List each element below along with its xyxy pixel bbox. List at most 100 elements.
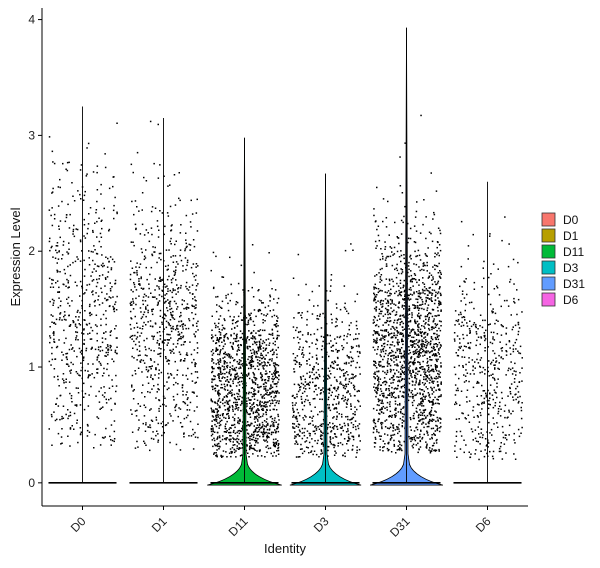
data-point: [191, 391, 194, 393]
data-point: [248, 372, 250, 375]
data-point: [391, 264, 394, 267]
data-point: [376, 392, 378, 395]
data-point: [320, 327, 323, 329]
data-point: [97, 346, 100, 348]
data-point: [163, 233, 165, 236]
data-point: [372, 319, 375, 321]
data-point: [345, 431, 348, 433]
data-point: [352, 376, 354, 379]
data-point: [404, 297, 406, 300]
data-point: [414, 319, 416, 321]
data-point: [433, 327, 435, 329]
data-point: [138, 295, 140, 297]
data-point: [375, 387, 377, 389]
data-point: [396, 236, 398, 238]
data-point: [431, 289, 434, 291]
data-point: [429, 342, 432, 345]
data-point: [338, 401, 340, 403]
data-point: [86, 423, 89, 426]
data-point: [54, 419, 57, 422]
data-point: [383, 339, 386, 341]
data-point: [439, 302, 442, 304]
data-point: [190, 266, 193, 269]
data-point: [435, 265, 438, 267]
data-point: [348, 356, 350, 358]
data-point: [412, 443, 415, 446]
data-point: [227, 407, 229, 410]
data-point: [436, 425, 438, 427]
data-point: [218, 331, 221, 333]
data-point: [418, 254, 421, 257]
data-point: [225, 380, 227, 382]
data-point: [234, 444, 236, 446]
data-point: [144, 346, 146, 348]
data-point: [399, 441, 401, 443]
data-point: [439, 276, 441, 278]
data-point: [400, 412, 402, 414]
data-point: [142, 303, 144, 306]
data-point: [430, 337, 433, 340]
data-point: [378, 239, 381, 242]
data-point: [401, 314, 404, 317]
data-point: [413, 436, 415, 439]
data-point: [355, 366, 357, 369]
data-point: [438, 389, 441, 391]
data-point: [109, 334, 112, 337]
data-point: [392, 427, 395, 429]
data-point: [375, 324, 378, 326]
data-point: [348, 380, 351, 383]
data-point: [236, 435, 239, 437]
data-point: [396, 449, 399, 451]
data-point: [231, 322, 234, 325]
data-point: [321, 441, 324, 444]
data-point: [320, 449, 323, 451]
data-point: [413, 263, 415, 265]
data-point: [113, 438, 116, 440]
data-point: [414, 394, 416, 397]
data-point: [56, 271, 59, 273]
data-point: [212, 358, 214, 361]
data-point: [327, 423, 329, 426]
data-point: [71, 300, 73, 302]
data-point: [327, 388, 329, 391]
data-point: [308, 452, 310, 454]
data-point: [255, 355, 257, 358]
data-point: [185, 285, 187, 288]
data-point: [394, 268, 396, 271]
data-point: [235, 303, 237, 306]
data-point: [335, 317, 338, 320]
data-point: [418, 413, 420, 416]
data-point: [438, 417, 441, 419]
data-point: [240, 454, 243, 456]
data-point: [401, 304, 404, 307]
data-point: [388, 441, 390, 444]
data-point: [386, 362, 389, 364]
data-point: [233, 451, 236, 454]
data-point: [182, 270, 184, 272]
data-point: [87, 405, 90, 407]
data-point: [218, 363, 220, 366]
data-point: [417, 324, 419, 327]
data-point: [226, 403, 229, 405]
data-point: [112, 305, 114, 308]
data-point: [301, 392, 304, 394]
data-point: [440, 303, 442, 305]
data-point: [222, 276, 225, 278]
data-point: [136, 359, 138, 361]
data-point: [375, 310, 377, 312]
data-point: [258, 299, 261, 301]
data-point: [390, 377, 393, 379]
data-point: [229, 406, 231, 409]
data-point: [175, 403, 178, 406]
data-point: [315, 343, 317, 345]
data-point: [223, 336, 225, 339]
data-point: [271, 402, 274, 404]
data-point: [413, 430, 416, 432]
data-point: [336, 380, 338, 383]
data-point: [176, 342, 179, 345]
data-point: [299, 389, 301, 391]
data-point: [373, 363, 375, 366]
data-point: [81, 305, 83, 307]
data-point: [253, 337, 256, 339]
data-point: [390, 396, 393, 398]
